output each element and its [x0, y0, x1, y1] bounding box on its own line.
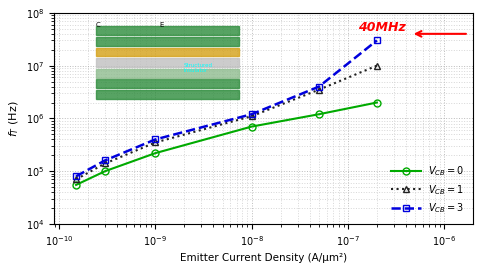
Legend: $V_{CB}=0$, $V_{CB}=1$, $V_{CB}=3$: $V_{CB}=0$, $V_{CB}=1$, $V_{CB}=3$ [387, 160, 468, 219]
Y-axis label: $f_T$ (Hz): $f_T$ (Hz) [7, 100, 21, 137]
Text: 40MHz: 40MHz [358, 21, 406, 34]
X-axis label: Emitter Current Density (A/μm²): Emitter Current Density (A/μm²) [180, 253, 347, 263]
